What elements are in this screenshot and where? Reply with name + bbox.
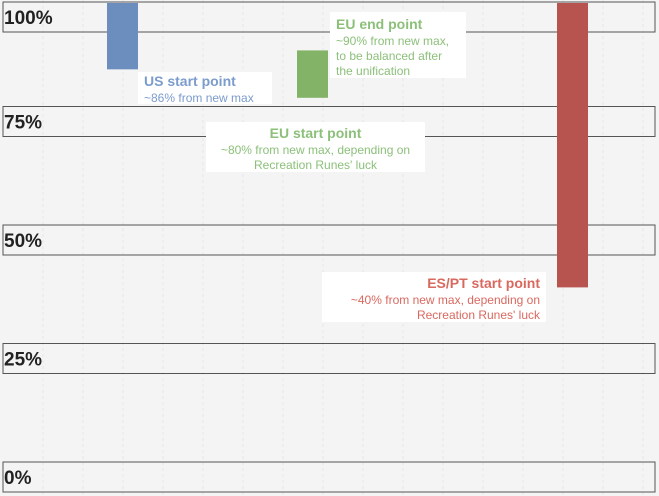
bar-eu <box>297 50 328 98</box>
annotation-eu-end-title: EU end point <box>336 16 423 32</box>
annotation-us-start: US start point ~86% from new max <box>138 72 272 105</box>
annotation-eu-end-desc: ~90% from new max, to be balanced after … <box>336 33 450 78</box>
bars <box>107 3 588 288</box>
y-band-50 <box>2 224 656 256</box>
y-tick-label: 0% <box>4 468 32 489</box>
y-band-0 <box>2 461 656 493</box>
annotation-eu-start-desc: ~80% from new max, depending on Recreati… <box>220 142 411 172</box>
y-tick-label: 50% <box>4 231 42 252</box>
annotation-eu-start-title: EU start point <box>269 125 362 141</box>
annotation-eu-end: EU end point ~90% from new max, to be ba… <box>330 12 466 78</box>
annotation-us-start-desc: ~86% from new max <box>144 90 254 105</box>
y-tick-label: 75% <box>4 113 42 134</box>
bar-es <box>557 3 588 288</box>
y-tick-label: 25% <box>4 350 42 371</box>
annotation-us-start-title: US start point <box>144 73 236 89</box>
annotation-es-start-title: ES/PT start point <box>427 275 540 291</box>
bar-us <box>107 3 138 70</box>
y-tick-label: 100% <box>4 8 53 29</box>
y-band-100 <box>2 1 656 33</box>
y-band-25 <box>2 343 656 374</box>
annotation-es-start-desc: ~40% from new max, depending on Recreati… <box>350 292 540 322</box>
annotation-es-start: ES/PT start point ~40% from new max, dep… <box>322 272 546 322</box>
annotation-eu-start: EU start point ~80% from new max, depend… <box>206 122 425 172</box>
